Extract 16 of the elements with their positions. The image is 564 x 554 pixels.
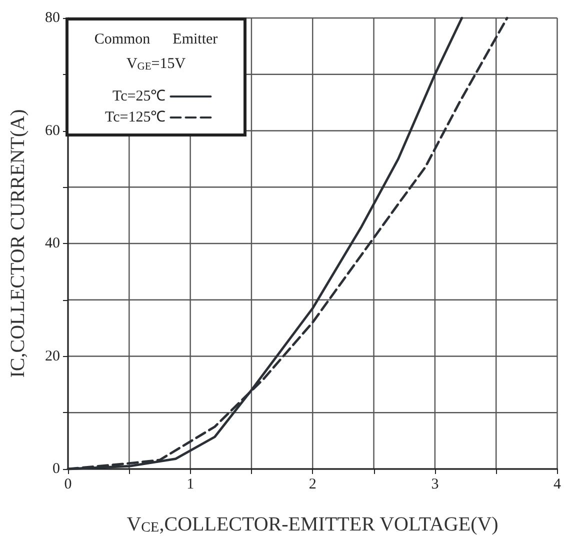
x-tick-label: 2 [308,476,316,492]
y-tick-label: 0 [52,461,60,477]
legend-label: Tc=125℃ [105,110,166,126]
y-tick-label: 60 [45,122,60,139]
x-axis-title: VCE,COLLECTOR-EMITTER VOLTAGE(V) [126,514,498,536]
y-tick-label: 40 [45,236,60,252]
x-tick-label: 4 [554,476,562,492]
annotation: VGE=15V [126,56,186,72]
y-tick-label: 80 [45,10,60,26]
legend-label: Tc=25℃ [112,88,166,104]
x-tick-label: 3 [431,476,439,492]
y-tick-label: 20 [45,348,60,364]
y-axis-title: IC,COLLECTOR CURRENT(A) [7,109,29,378]
x-tick-label: 1 [186,476,194,492]
legend-title: Common Emitter [94,32,218,48]
x-tick-label: 0 [64,476,72,492]
